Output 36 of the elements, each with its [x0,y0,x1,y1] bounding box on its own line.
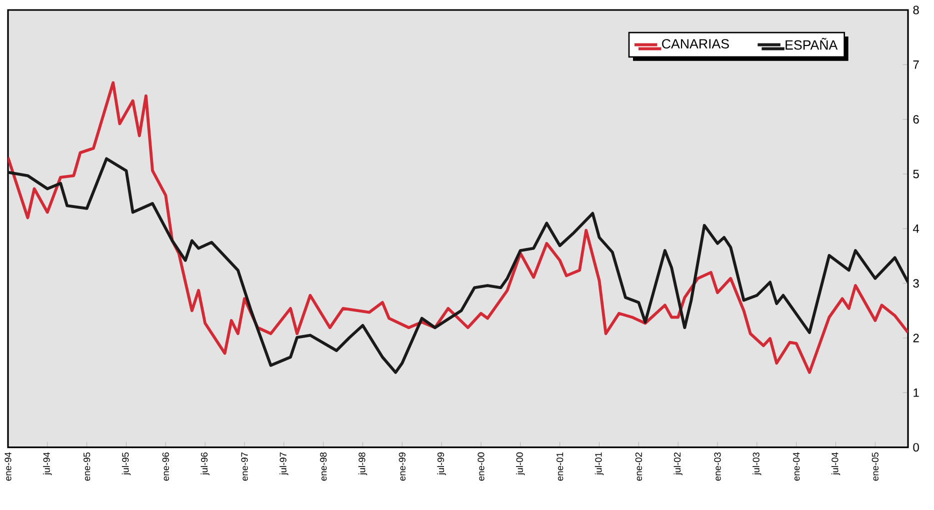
y-tick-label: 0 [913,443,919,452]
x-tick-label: ene-00 [478,452,484,481]
x-tick-label: ene-95 [84,452,90,481]
x-tick-label: jul-96 [200,452,210,476]
y-tick-label: 2 [913,334,919,342]
x-tick-label: jul-02 [674,452,682,476]
y-tick-label: 3 [913,279,919,288]
y-tick-label: 6 [913,115,919,124]
x-tick-label: ene-01 [556,452,564,481]
x-tick-label: jul-00 [516,452,525,476]
x-tick-label: ene-98 [320,452,327,481]
x-tick-label: jul-01 [594,452,604,476]
y-tick-label: 7 [913,60,919,69]
x-tick-label: jul-94 [43,452,52,476]
x-tick-label: ene-99 [398,452,406,481]
x-tick-label: jul-95 [122,452,131,476]
x-tick-label: jul-03 [752,452,762,476]
x-tick-label: ene-96 [162,452,169,481]
legend-label: ESPAÑA [786,38,838,50]
x-tick-label: ene-03 [714,452,721,481]
x-tick-label: jul-04 [831,452,840,476]
y-tick-label: 5 [913,170,919,178]
x-tick-label: ene-02 [635,452,642,481]
x-tick-label: ene-94 [4,452,12,481]
legend-label: CANARIAS [662,39,729,49]
x-tick-label: ene-97 [241,452,248,481]
x-tick-label: ene-04 [793,452,800,481]
y-tick-label: 8 [913,6,919,14]
y-tick-label: 1 [914,388,919,397]
y-tick-label: 4 [913,224,920,233]
line-series [8,157,908,374]
x-tick-label: jul-97 [280,452,288,476]
x-tick-label: ene-05 [872,452,878,481]
x-tick-label: jul-98 [358,452,368,476]
x-tick-label: jul-99 [437,452,446,476]
line-series [8,81,908,374]
